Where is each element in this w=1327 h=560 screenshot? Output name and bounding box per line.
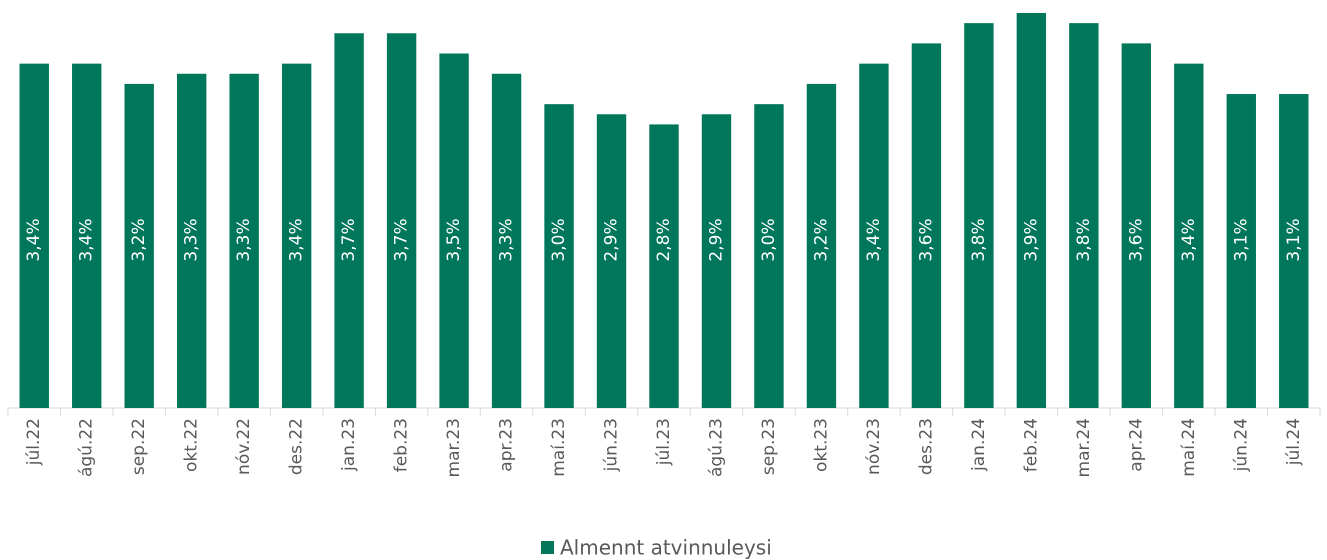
- bar: [176, 73, 207, 409]
- x-tick-label: sep.23: [759, 418, 779, 475]
- value-label: 3,4%: [287, 218, 307, 261]
- value-label: 3,3%: [182, 218, 202, 261]
- bar: [229, 73, 259, 409]
- bar: [596, 114, 627, 409]
- x-tick-label: nóv.22: [234, 418, 254, 475]
- x-tick-label: okt.23: [811, 418, 831, 472]
- value-label: 3,4%: [24, 218, 44, 261]
- value-label: 3,6%: [916, 218, 936, 261]
- bar: [1279, 94, 1309, 409]
- value-label: 2,8%: [654, 218, 674, 261]
- x-tick-label: ágú.22: [77, 418, 97, 477]
- x-tick-label: maí.24: [1179, 418, 1199, 477]
- x-tick-label: okt.22: [182, 418, 202, 472]
- bar: [964, 23, 994, 408]
- x-tick-label: feb.24: [1021, 418, 1041, 472]
- value-label: 2,9%: [706, 218, 726, 261]
- value-label: 3,1%: [1284, 218, 1304, 261]
- value-label: 3,7%: [339, 218, 359, 261]
- value-label: 3,8%: [969, 218, 989, 261]
- x-tick-label: jún.23: [602, 418, 622, 472]
- bar: [386, 33, 417, 408]
- x-tick-label: ágú.23: [706, 418, 726, 477]
- value-label: 3,9%: [1021, 218, 1041, 261]
- x-tick-label: júl.22: [24, 418, 44, 466]
- bar: [1174, 63, 1204, 409]
- value-label: 3,4%: [1179, 218, 1199, 261]
- bar: [19, 63, 49, 409]
- value-label: 3,2%: [811, 218, 831, 261]
- value-label: 3,5%: [444, 218, 464, 261]
- bar: [334, 33, 364, 408]
- legend-label: Almennt atvinnuleysi: [560, 536, 772, 560]
- bar: [124, 83, 154, 409]
- x-tick-label: des.22: [287, 418, 307, 475]
- bar: [911, 43, 942, 409]
- value-label: 3,4%: [864, 218, 884, 261]
- x-tick-label: júl.24: [1284, 418, 1304, 466]
- value-label: 3,0%: [759, 218, 779, 261]
- x-tick-label: jan.23: [339, 418, 359, 472]
- x-tick-label: sep.22: [129, 418, 149, 475]
- x-tick-label: jan.24: [969, 418, 989, 472]
- bar: [439, 53, 469, 409]
- bar: [701, 114, 732, 409]
- bar: [1121, 43, 1152, 409]
- x-tick-label: des.23: [916, 418, 936, 475]
- value-label: 3,2%: [129, 218, 149, 261]
- value-label: 2,9%: [602, 218, 622, 261]
- bar: [1016, 13, 1047, 408]
- x-tick-label: nóv.23: [864, 418, 884, 475]
- bar: [281, 63, 312, 409]
- value-label: 3,0%: [549, 218, 569, 261]
- bar: [859, 63, 889, 409]
- legend-swatch: [541, 541, 554, 554]
- value-label: 3,4%: [77, 218, 97, 261]
- value-label: 3,1%: [1231, 218, 1251, 261]
- x-tick-label: jún.24: [1231, 418, 1251, 472]
- bar: [649, 124, 679, 409]
- value-label: 3,3%: [497, 218, 517, 261]
- value-label: 3,6%: [1126, 218, 1146, 261]
- bar: [1226, 94, 1256, 409]
- bar: [544, 104, 574, 409]
- value-label: 3,7%: [392, 218, 412, 261]
- bar: [1069, 23, 1099, 408]
- bar: [491, 73, 522, 409]
- bar: [806, 83, 837, 409]
- x-tick-label: mar.23: [444, 418, 464, 477]
- x-tick-label: mar.24: [1074, 418, 1094, 477]
- value-label: 3,8%: [1074, 218, 1094, 261]
- x-tick-label: apr.23: [497, 418, 517, 472]
- bar: [754, 104, 784, 409]
- x-tick-label: maí.23: [549, 418, 569, 477]
- bar: [72, 63, 102, 409]
- x-tick-label: feb.23: [392, 418, 412, 472]
- x-tick-label: júl.23: [654, 418, 674, 466]
- x-tick-label: apr.24: [1126, 418, 1146, 472]
- value-label: 3,3%: [234, 218, 254, 261]
